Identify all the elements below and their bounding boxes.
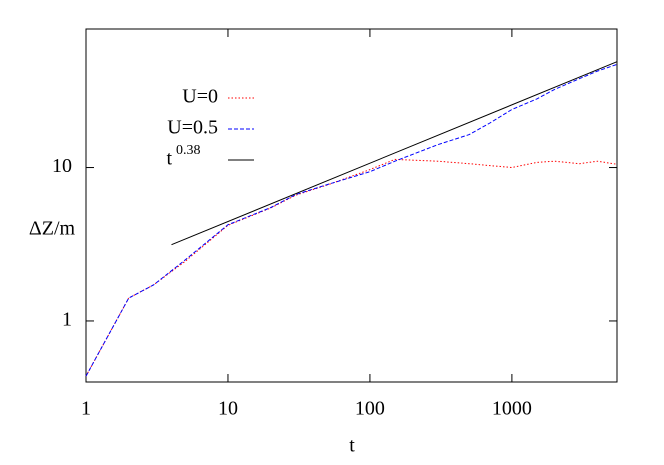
x-tick-label: 100 <box>355 398 385 420</box>
plot-frame <box>85 28 618 383</box>
series-line <box>85 158 618 377</box>
y-axis-label: ΔZ/m <box>29 218 76 240</box>
x-tick-label: 1 <box>81 398 91 420</box>
legend-label: U=0 <box>182 86 218 108</box>
legend-label: U=0.5 <box>167 117 218 139</box>
series-line <box>171 61 618 246</box>
x-tick-label: 10 <box>218 398 238 420</box>
legend-label-superscript: 0.38 <box>176 143 201 158</box>
legend-label: t <box>166 148 172 170</box>
x-tick-label: 1000 <box>492 398 532 420</box>
x-axis-label: t <box>349 435 355 457</box>
y-tick-label: 1 <box>62 309 72 331</box>
y-tick-label: 10 <box>52 155 72 177</box>
series-line <box>85 63 618 377</box>
